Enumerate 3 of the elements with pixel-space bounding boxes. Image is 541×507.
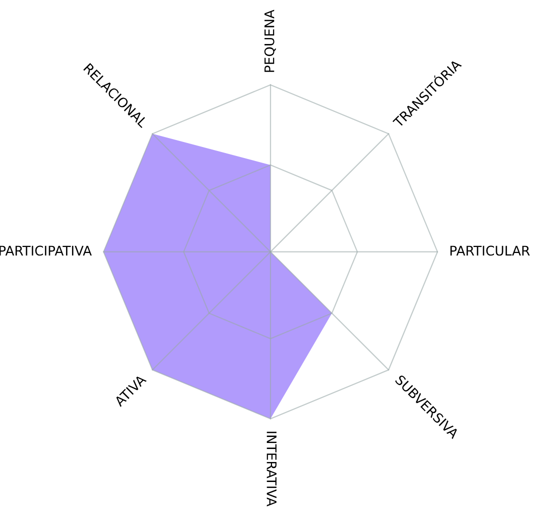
spoke-label: PEQUENA (264, 10, 276, 72)
spoke-label: INTERATIVA (266, 432, 276, 506)
spoke-label: PARTICULAR (450, 246, 530, 256)
